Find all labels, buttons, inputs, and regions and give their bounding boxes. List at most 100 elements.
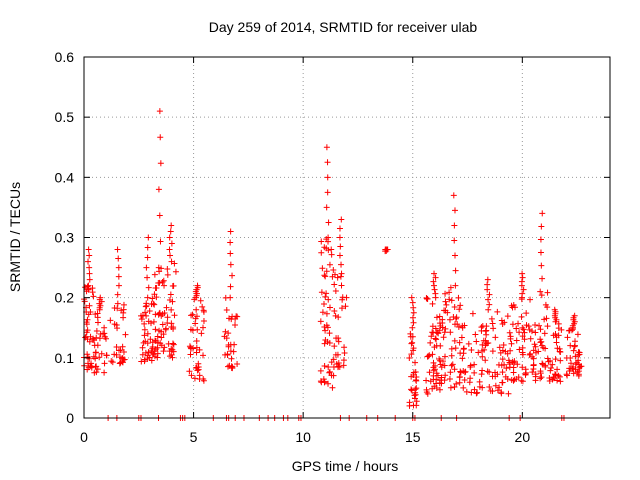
data-point (482, 328, 489, 335)
data-point (456, 379, 463, 386)
data-point (194, 367, 201, 374)
data-point (120, 301, 127, 308)
data-point (83, 321, 90, 328)
data-point (107, 317, 114, 324)
data-point (409, 324, 416, 331)
data-point (489, 388, 496, 395)
data-point (321, 244, 328, 251)
data-point (166, 234, 173, 241)
data-point (111, 351, 118, 358)
data-point (85, 258, 92, 265)
data-point (452, 282, 459, 289)
data-point (441, 362, 448, 369)
data-point (408, 340, 415, 347)
data-point (436, 386, 443, 393)
data-point (231, 341, 238, 348)
data-point (468, 347, 475, 354)
data-point (409, 299, 416, 306)
data-point (227, 228, 234, 235)
data-point (564, 334, 571, 341)
x-tick-label: 0 (80, 429, 88, 445)
data-point (486, 369, 493, 376)
data-point (138, 316, 145, 323)
data-point (227, 250, 234, 257)
data-point (489, 348, 496, 355)
data-point (198, 330, 205, 337)
data-point (318, 289, 325, 296)
data-point (457, 350, 464, 357)
data-point (144, 352, 151, 359)
data-point (511, 304, 518, 311)
data-point (330, 267, 337, 274)
data-point (459, 355, 466, 362)
data-point (321, 363, 328, 370)
data-point (88, 360, 95, 367)
data-point (166, 348, 173, 355)
data-point (158, 342, 165, 349)
data-point (412, 391, 419, 398)
data-point (521, 329, 528, 336)
data-point (155, 264, 162, 271)
data-point (432, 325, 439, 332)
data-point (441, 377, 448, 384)
data-point (158, 312, 165, 319)
data-point (521, 336, 528, 343)
data-point (193, 306, 200, 313)
data-point (442, 307, 449, 314)
data-point (85, 354, 92, 361)
data-point (113, 343, 120, 350)
data-point (195, 366, 202, 373)
data-point (194, 326, 201, 333)
data-point (538, 342, 545, 349)
data-point (428, 333, 435, 340)
data-point (409, 314, 416, 321)
data-point (514, 361, 521, 368)
data-point (509, 321, 516, 328)
data-point (86, 302, 93, 309)
data-point (471, 369, 478, 376)
data-point (148, 320, 154, 327)
data-point (423, 377, 430, 384)
data-point (152, 338, 159, 345)
data-point (186, 368, 193, 375)
data-point (513, 375, 520, 382)
data-point (448, 352, 455, 359)
data-point (225, 330, 232, 337)
data-point (151, 348, 158, 355)
data-point (520, 286, 527, 293)
data-point (113, 322, 120, 329)
data-point (538, 292, 545, 299)
data-point (324, 159, 331, 166)
data-point (98, 350, 105, 357)
data-point (429, 351, 436, 358)
data-point (154, 333, 161, 340)
data-point (323, 268, 330, 275)
data-point (160, 331, 167, 338)
data-point (538, 374, 545, 381)
data-point (430, 359, 437, 366)
data-point (318, 249, 325, 256)
data-point (167, 291, 174, 298)
data-point (343, 294, 350, 301)
data-point (86, 270, 93, 277)
data-point (447, 284, 454, 291)
data-point (117, 347, 124, 354)
data-point (103, 352, 110, 359)
data-point (443, 301, 450, 308)
data-point (505, 390, 512, 397)
data-point (120, 314, 127, 321)
data-point (324, 189, 331, 196)
data-point (544, 289, 551, 296)
data-point (539, 275, 546, 282)
data-point (192, 320, 199, 327)
data-point (460, 346, 467, 353)
data-point (338, 305, 345, 312)
data-point (338, 270, 345, 277)
data-point (423, 295, 430, 302)
data-point (168, 306, 175, 313)
data-point (157, 160, 164, 167)
data-point (410, 347, 417, 354)
data-point (408, 294, 415, 301)
data-point (537, 236, 544, 243)
data-point (496, 344, 503, 351)
